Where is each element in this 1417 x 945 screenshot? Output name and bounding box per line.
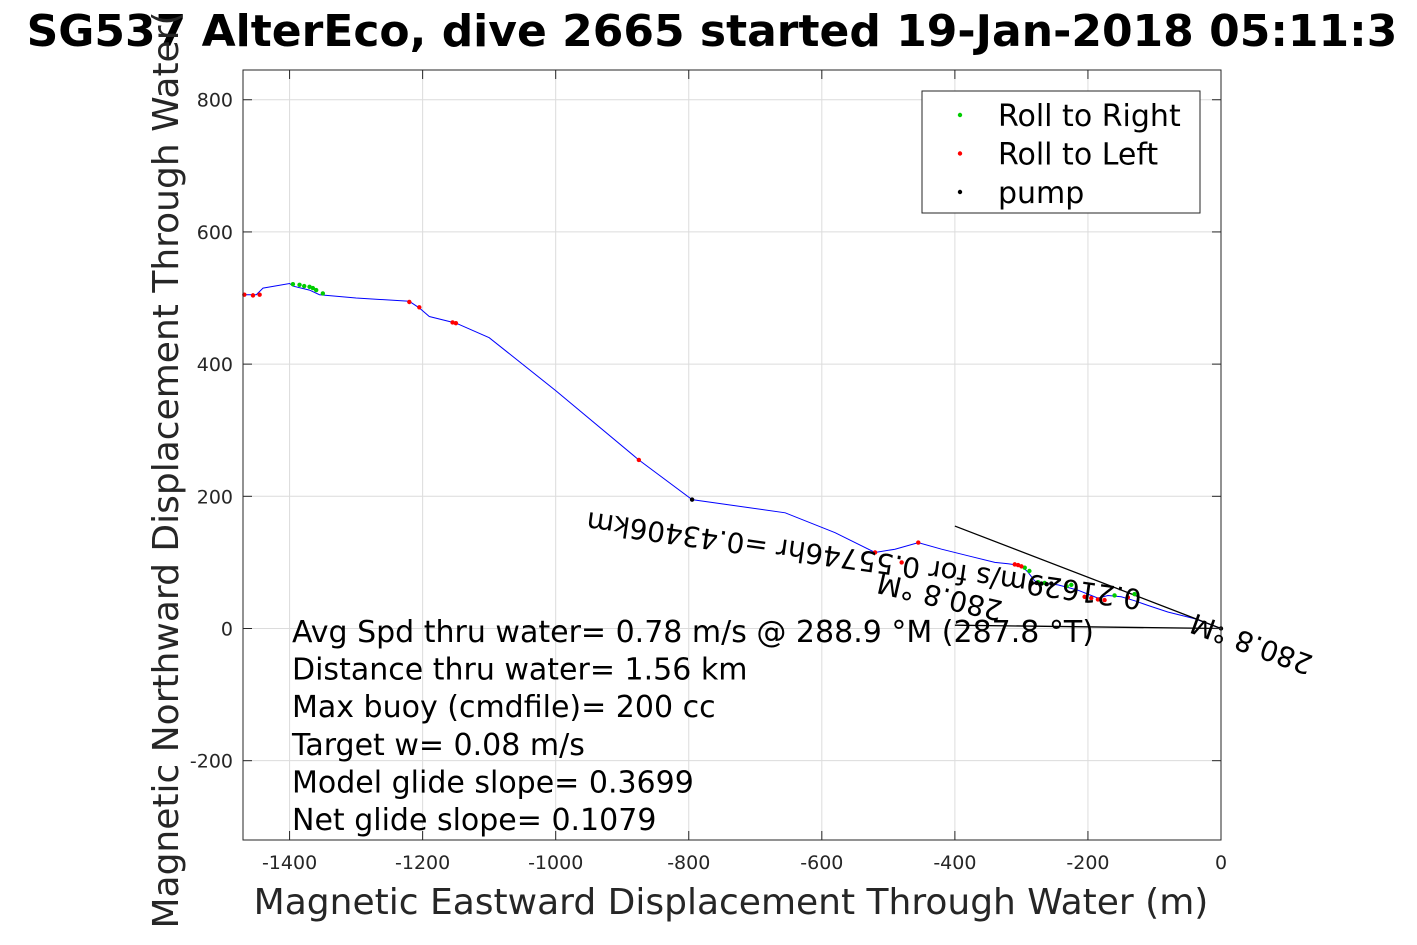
roll-left-point [1102,597,1107,603]
roll-right-point [1064,583,1069,589]
legend-marker [957,112,963,118]
roll-left-point [1089,595,1094,601]
roll-left-point [450,320,455,325]
annotation-line: Distance thru water= 1.56 km [292,653,747,688]
annotations: Avg Spd thru water= 0.78 m/s @ 288.9 °M … [291,615,1094,838]
annotation-line: Net glide slope= 0.1079 [292,803,656,838]
roll-right-point [1027,568,1032,574]
axis-ticks: -1400 -1200 -1000 -800 -600 -400 -200 0 -200 0 200… [190,70,1227,874]
pump-point [1034,580,1039,586]
roll-left-point [899,560,904,565]
roll-left-point [257,292,262,297]
x-tick-label: -1400 [262,852,317,874]
y-tick-label: 0 [221,618,233,640]
roll-left-point [1012,562,1017,567]
roll-left-point [636,457,642,463]
legend-marker [957,189,963,195]
roll-right-point [320,291,326,296]
track-layer [243,282,1222,629]
roll-left-point [1095,597,1101,602]
y-tick-label: -200 [190,751,233,773]
y-tick-label: 600 [197,222,233,244]
y-tick-label: 400 [197,354,233,376]
roll-right-point [297,282,302,288]
x-tick-label: -800 [667,852,710,874]
roll-left-point [407,299,412,305]
depth-avg-current-line [954,525,1222,630]
roll-left-point [1015,562,1021,568]
x-tick-label: -1000 [528,852,583,874]
legend-box [921,90,1201,214]
roll-right-point [1069,582,1074,588]
x-tick-label: -400 [933,852,976,874]
x-tick-label: 0 [1215,852,1227,874]
pump-point [1039,581,1044,586]
pump-point [1029,580,1034,585]
roll-right-point [307,284,312,289]
legend-marker [957,151,963,156]
glider-track-line [243,282,1222,629]
roll-right-point [313,287,319,293]
markers-layer [242,281,1224,631]
chart-title: SG537 AlterEco, dive 2665 started 19-Jan… [27,6,1398,57]
roll-right-point [310,285,316,291]
annotation-line: Avg Spd thru water= 0.78 m/s @ 288.9 °M … [292,615,1094,650]
legend-label: pump [998,176,1084,211]
roll-left-point [916,540,921,545]
roll-right-point [1112,593,1117,598]
mean-heading-line [954,624,1222,630]
roll-right-point [1022,565,1027,570]
roll-right-point [1132,591,1137,597]
x-tick-label: -600 [800,852,843,874]
roll-left-point [1125,595,1131,600]
pump-point [1049,581,1054,586]
x-tick-label: -200 [1066,852,1109,874]
pump-point [1044,582,1049,587]
roll-left-point [1082,594,1087,599]
current-lines [954,525,1222,630]
legend-label: Roll to Right [998,99,1181,134]
roll-left-point [417,305,422,310]
pump-point [689,497,695,502]
roll-right-point [302,283,307,289]
y-axis-label: Magnetic Northward Displacement Through … [146,11,187,928]
y-tick-label: 200 [197,486,233,508]
legend-label: Roll to Left [998,138,1158,173]
roll-left-point [453,320,459,326]
y-tick-label: 800 [197,90,233,112]
x-axis-label: Magnetic Eastward Displacement Through W… [254,882,1209,923]
plot-frame [242,69,1222,841]
roll-left-point [250,293,256,298]
roll-right-point [290,281,296,287]
annotation-line: Target w= 0.08 m/s [291,728,585,763]
roll-left-point [872,550,878,555]
annotation-line: Max buoy (cmdfile)= 200 cc [292,690,716,725]
annotation-line: Model glide slope= 0.3699 [292,765,694,800]
roll-left-point [1019,564,1024,569]
x-tick-label: -1200 [395,852,450,874]
